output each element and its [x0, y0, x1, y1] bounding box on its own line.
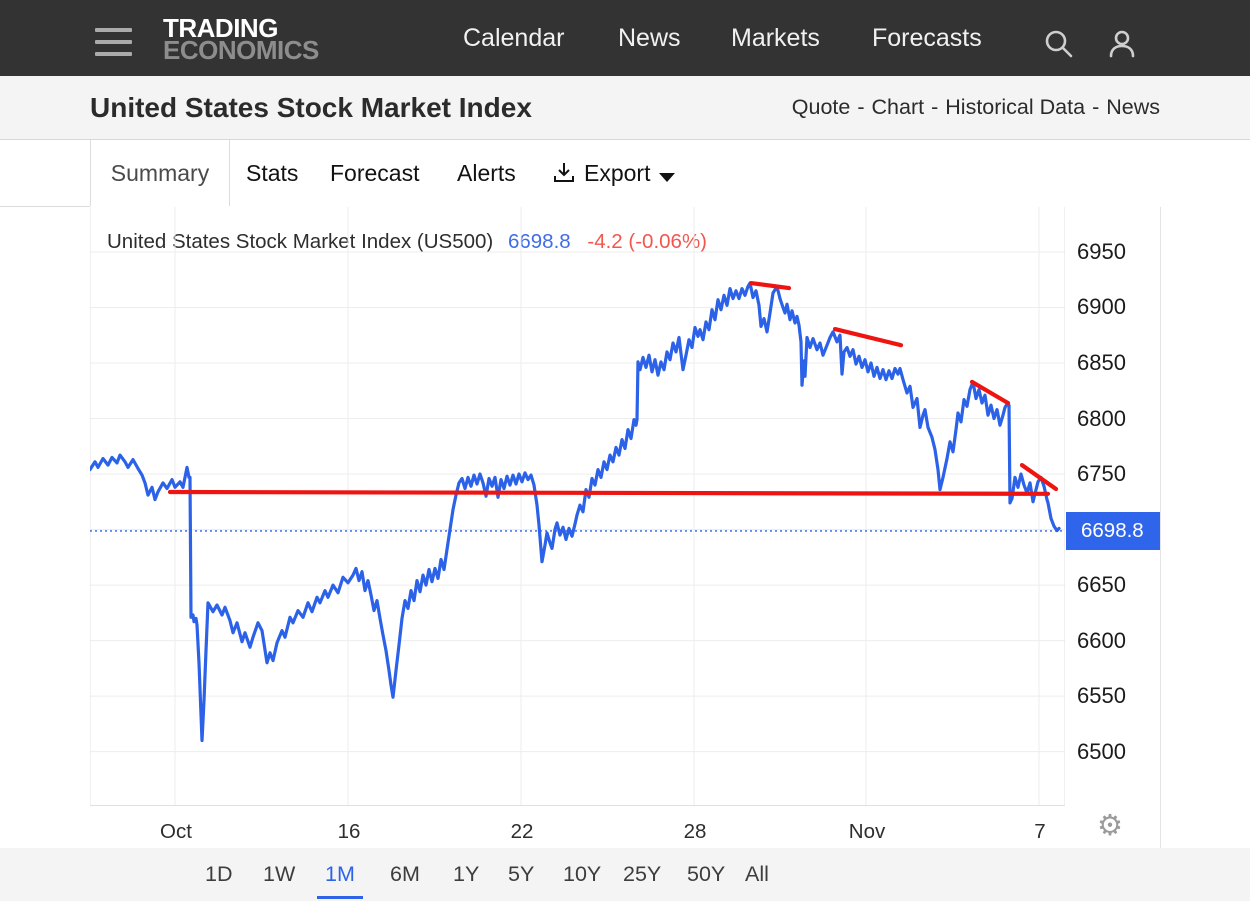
tab-stats[interactable]: Stats — [246, 160, 299, 186]
hamburger-menu-icon[interactable] — [95, 28, 132, 56]
range-selected-underline — [317, 896, 363, 899]
tab-bar: Summary Stats Forecast Alerts Export — [0, 140, 1250, 207]
range-50y[interactable]: 50Y — [687, 862, 726, 886]
y-axis-label: 6900 — [1077, 294, 1126, 319]
range-1y[interactable]: 1Y — [453, 862, 480, 886]
x-axis-label: 22 — [510, 820, 534, 843]
y-axis-label: 6850 — [1077, 350, 1126, 375]
range-all[interactable]: All — [745, 862, 769, 886]
x-axis-label: Nov — [848, 820, 886, 843]
chart-title-text: United States Stock Market Index (US500) — [107, 230, 494, 253]
y-axis-label: 6600 — [1077, 628, 1126, 653]
chart-section: United States Stock Market Index (US500)… — [0, 207, 1250, 848]
y-axis-label: 6550 — [1077, 683, 1126, 708]
tab-alerts[interactable]: Alerts — [457, 160, 516, 186]
tab-forecast[interactable]: Forecast — [330, 160, 420, 186]
axis-right-rule — [1160, 207, 1161, 848]
range-1d[interactable]: 1D — [205, 862, 233, 886]
x-axis-label: 28 — [683, 820, 707, 843]
quick-link-chart[interactable]: Chart — [871, 95, 925, 119]
nav-item-forecasts[interactable]: Forecasts — [872, 24, 982, 52]
quick-link-separator: - — [1092, 95, 1100, 119]
export-label: Export — [584, 160, 651, 186]
range-1w[interactable]: 1W — [263, 862, 296, 886]
nav-item-news[interactable]: News — [618, 24, 681, 52]
quick-link-separator: - — [857, 95, 865, 119]
page-title: United States Stock Market Index — [90, 92, 532, 123]
chart-last-price: 6698.8 — [507, 230, 571, 253]
y-axis-label: 6650 — [1077, 572, 1126, 597]
current-price-badge: 6698.8 — [1066, 512, 1160, 550]
range-25y[interactable]: 25Y — [623, 862, 662, 886]
title-bar: United States Stock Market Index Quote - C… — [0, 76, 1250, 140]
export-button[interactable]: Export — [551, 140, 676, 206]
y-axis-label: 6800 — [1077, 406, 1126, 431]
x-axis-label: Oct — [160, 820, 192, 843]
download-icon — [554, 163, 574, 182]
range-selector: 1D 1W 1M 6M 1Y 5Y 10Y 25Y 50Y All — [0, 848, 1250, 901]
tab-bar-rule — [0, 206, 90, 207]
tab-summary[interactable]: Summary — [90, 140, 230, 206]
quick-link-quote[interactable]: Quote — [791, 95, 851, 119]
y-axis-label: 6500 — [1077, 739, 1126, 764]
price-line-chart[interactable] — [90, 207, 1065, 806]
logo-line-1: TRADING — [163, 13, 278, 43]
range-1m[interactable]: 1M — [325, 862, 355, 886]
quick-link-news[interactable]: News — [1106, 95, 1160, 119]
y-axis-label: 6750 — [1077, 461, 1126, 486]
range-5y[interactable]: 5Y — [508, 862, 535, 886]
trading-economics-logo[interactable]: TRADING ECONOMICS — [163, 13, 319, 65]
y-axis-label: 6950 — [1077, 239, 1126, 264]
user-account-icon[interactable] — [1106, 28, 1138, 60]
nav-item-calendar[interactable]: Calendar — [463, 24, 565, 52]
chart-settings-gear-icon[interactable]: ⚙ — [1097, 810, 1123, 842]
chart-change: -4.2 (-0.06%) — [587, 230, 708, 253]
x-axis-label: 16 — [337, 820, 361, 843]
x-axis-label: 7 — [1034, 820, 1046, 843]
nav-item-markets[interactable]: Markets — [731, 24, 820, 52]
quick-link-separator: - — [931, 95, 939, 119]
range-6m[interactable]: 6M — [390, 862, 420, 886]
chevron-down-icon — [659, 173, 676, 182]
range-10y[interactable]: 10Y — [563, 862, 602, 886]
quick-links: Quote - Chart - Historical Data - News — [792, 76, 1160, 139]
quick-link-historical-data[interactable]: Historical Data — [945, 95, 1086, 119]
search-icon[interactable] — [1043, 28, 1075, 60]
top-navbar: TRADING ECONOMICS Calendar News Markets … — [0, 0, 1250, 76]
logo-line-2: ECONOMICS — [163, 35, 319, 65]
chart-title: United States Stock Market Index (US500)… — [107, 230, 707, 254]
